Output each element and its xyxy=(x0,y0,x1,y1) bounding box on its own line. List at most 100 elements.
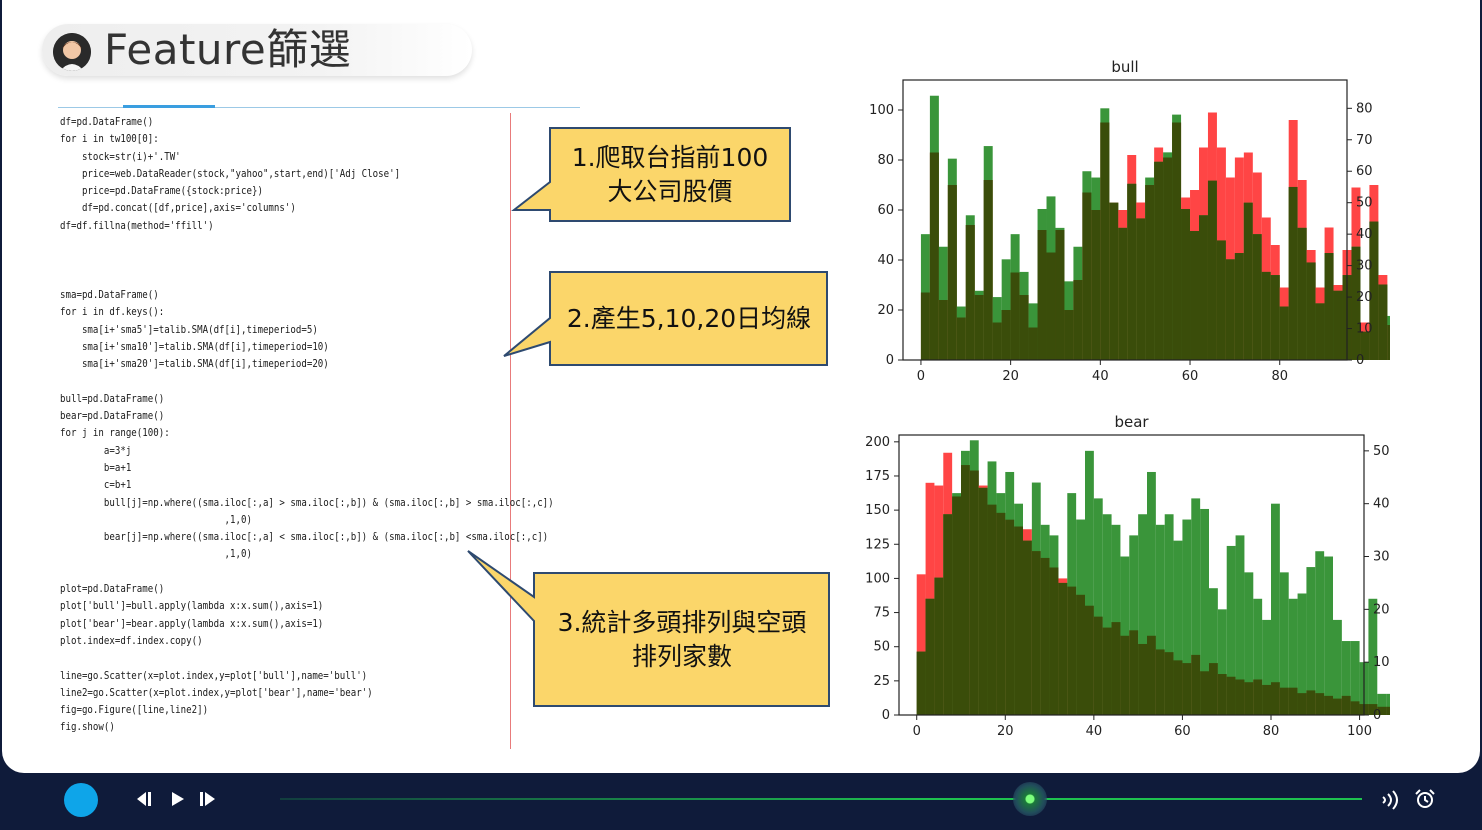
bar-overlap xyxy=(1172,122,1182,360)
slide-canvas: Feature篩選 df=pd.DataFrame() for i in tw10… xyxy=(2,0,1480,773)
bar-red xyxy=(916,574,926,715)
x-tick-label: 0 xyxy=(913,724,921,739)
left-tick-label: 125 xyxy=(865,537,890,552)
bar-green xyxy=(1279,572,1289,715)
callout-2-text: 2.產生5,10,20日均線 xyxy=(550,302,828,336)
bar-green xyxy=(1085,450,1094,715)
left-tick-label: 80 xyxy=(877,153,894,168)
left-tick-label: 150 xyxy=(865,503,890,518)
bar-overlap xyxy=(1145,185,1155,360)
bar-overlap xyxy=(938,300,948,360)
code-line: plot['bear']=bear.apply(lambda x:x.sum()… xyxy=(60,617,324,630)
bar-overlap xyxy=(1046,252,1056,360)
x-tick-label: 80 xyxy=(1271,369,1288,384)
chart-title: bull xyxy=(1111,58,1138,76)
code-line: c=b+1 xyxy=(60,479,132,492)
callout-2-line1: 2.產生5,10,20日均線 xyxy=(566,304,812,333)
bar-green xyxy=(1350,641,1360,715)
x-tick-label: 0 xyxy=(917,369,925,384)
right-tick-label: 30 xyxy=(1373,550,1390,565)
callout-1-line2: 大公司股價 xyxy=(607,177,733,206)
avatar-icon xyxy=(53,33,91,71)
previous-icon[interactable] xyxy=(134,791,154,807)
bar-green xyxy=(1182,519,1192,715)
bar-overlap xyxy=(1173,660,1183,715)
next-icon[interactable] xyxy=(198,791,218,807)
play-icon[interactable] xyxy=(170,791,186,807)
bar-overlap xyxy=(1100,122,1110,360)
x-tick-label: 100 xyxy=(1347,724,1372,739)
bar-green xyxy=(1001,259,1011,360)
callout-3-line2: 排列家數 xyxy=(631,642,732,671)
bar-overlap xyxy=(925,598,935,715)
left-tick-label: 100 xyxy=(869,103,894,118)
code-line: plot['bull']=bull.apply(lambda x:x.sum()… xyxy=(60,600,324,613)
bar-overlap xyxy=(1253,679,1263,715)
bar-overlap xyxy=(1324,695,1333,715)
progress-knob[interactable] xyxy=(1013,782,1047,816)
progress-track[interactable] xyxy=(280,798,1362,800)
bar-overlap xyxy=(952,496,961,715)
bar-overlap xyxy=(1225,259,1235,360)
code-line xyxy=(60,373,524,390)
code-line: bull=pd.DataFrame() xyxy=(60,392,165,405)
plot-frame xyxy=(898,434,1365,716)
bar-green xyxy=(1253,598,1263,715)
record-indicator[interactable] xyxy=(64,783,98,817)
bar-overlap xyxy=(1190,231,1199,360)
bar-overlap xyxy=(1377,706,1387,715)
bar-green xyxy=(1147,471,1156,715)
volume-icon[interactable] xyxy=(1380,789,1402,811)
bar-overlap xyxy=(1023,540,1032,715)
bar-overlap xyxy=(1058,582,1068,715)
bar-overlap xyxy=(1235,679,1245,715)
left-tick-label: 25 xyxy=(873,674,890,689)
right-tick-label: 30 xyxy=(1356,259,1373,274)
alarm-clock-icon[interactable] xyxy=(1414,788,1436,810)
bar-overlap xyxy=(1031,551,1041,715)
margin-rule xyxy=(510,113,511,749)
bar-overlap xyxy=(1028,327,1038,360)
code-line: for j in range(100): xyxy=(60,427,170,440)
bar-green xyxy=(1324,556,1333,715)
bar-green xyxy=(1173,540,1183,715)
bar-overlap xyxy=(1261,271,1271,360)
code-line: bull[j]=np.where((sma.iloc[:,a] > sma.il… xyxy=(60,496,554,509)
code-line: df=pd.DataFrame() xyxy=(60,116,154,128)
code-line: b=a+1 xyxy=(60,461,132,474)
code-line: price=web.DataReader(stock,"yahoo",start… xyxy=(60,167,401,180)
bar-overlap xyxy=(1207,180,1217,360)
bar-overlap xyxy=(1378,284,1388,360)
bar-green xyxy=(1120,556,1130,715)
right-tick-label: 40 xyxy=(1373,497,1390,512)
player-bar xyxy=(0,773,1482,830)
code-line xyxy=(60,564,524,581)
bar-overlap xyxy=(1199,215,1208,360)
bar-overlap xyxy=(1279,687,1289,715)
bar-overlap xyxy=(1350,701,1360,715)
left-tick-label: 100 xyxy=(865,571,890,586)
bar-overlap xyxy=(1014,526,1023,715)
right-tick-label: 50 xyxy=(1356,196,1373,211)
bar-green xyxy=(1200,508,1209,715)
right-tick-label: 60 xyxy=(1356,164,1373,179)
code-line: price=pd.DataFrame({stock:price}) xyxy=(60,185,263,198)
bar-overlap xyxy=(1243,202,1253,360)
bar-green xyxy=(1102,514,1112,715)
bar-green xyxy=(1244,572,1254,715)
code-line: plot.index=df.index.copy() xyxy=(60,634,203,647)
bar-overlap xyxy=(1209,663,1218,715)
bar-overlap xyxy=(1182,663,1192,715)
bar-overlap xyxy=(1333,290,1343,360)
x-tick-label: 80 xyxy=(1263,724,1280,739)
bar-overlap xyxy=(1341,695,1351,715)
bar-green xyxy=(1262,619,1271,715)
bar-green xyxy=(1368,598,1378,715)
code-block: df=pd.DataFrame() for i in tw100[0]: stoc… xyxy=(60,114,600,737)
code-line: stock=str(i)+'.TW' xyxy=(60,150,181,163)
bar-overlap xyxy=(1360,331,1370,360)
bar-overlap xyxy=(1387,325,1390,360)
bar-overlap xyxy=(1315,303,1325,360)
x-tick-label: 60 xyxy=(1182,369,1199,384)
